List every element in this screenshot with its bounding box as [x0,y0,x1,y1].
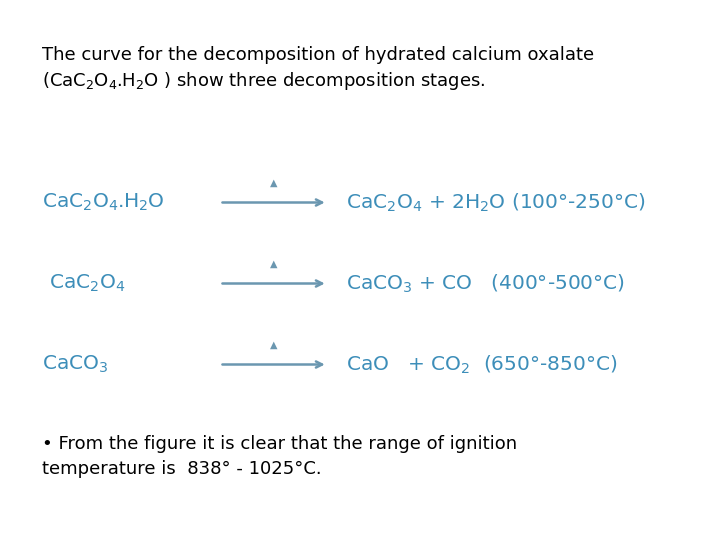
Text: CaC$_2$O$_4$.H$_2$O: CaC$_2$O$_4$.H$_2$O [42,192,164,213]
Text: CaC$_2$O$_4$: CaC$_2$O$_4$ [49,273,125,294]
Text: CaCO$_3$ + CO   (400°-500°C): CaCO$_3$ + CO (400°-500°C) [346,272,624,295]
Text: The curve for the decomposition of hydrated calcium oxalate
(CaC$_2$O$_4$.H$_2$O: The curve for the decomposition of hydra… [42,46,594,92]
Text: CaO   + CO$_2$  (650°-850°C): CaO + CO$_2$ (650°-850°C) [346,353,617,376]
Text: ▲: ▲ [270,339,277,349]
Text: CaCO$_3$: CaCO$_3$ [42,354,108,375]
Text: CaC$_2$O$_4$ + 2H$_2$O (100°-250°C): CaC$_2$O$_4$ + 2H$_2$O (100°-250°C) [346,191,645,214]
Text: • From the figure it is clear that the range of ignition
temperature is  838° - : • From the figure it is clear that the r… [42,435,517,478]
Text: ▲: ▲ [270,177,277,187]
Text: ▲: ▲ [270,258,277,268]
